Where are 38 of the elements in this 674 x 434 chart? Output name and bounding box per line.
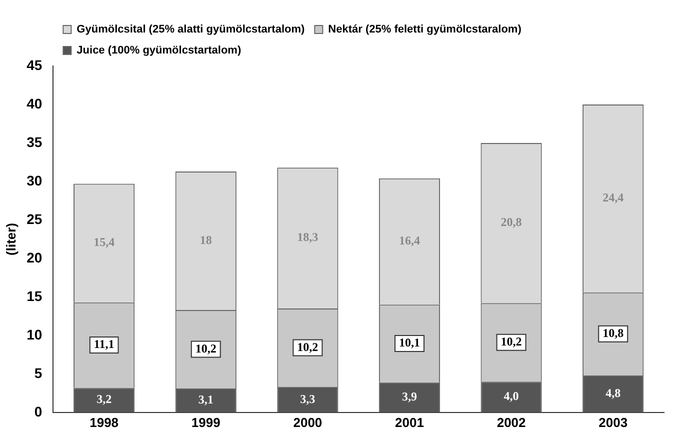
y-tick-label: 0 bbox=[34, 403, 42, 420]
data-label: 10,2 bbox=[500, 334, 522, 348]
x-tick-label: 1998 bbox=[90, 414, 119, 430]
y-tick-label: 25 bbox=[26, 210, 42, 227]
data-label: 4,0 bbox=[504, 389, 519, 404]
y-tick-label: 10 bbox=[26, 326, 42, 342]
data-label: 3,3 bbox=[300, 392, 316, 406]
y-tick-label: 45 bbox=[26, 56, 42, 73]
data-label: 18,3 bbox=[297, 230, 318, 244]
y-tick-label: 40 bbox=[26, 95, 42, 112]
data-label: 18 bbox=[200, 232, 212, 247]
data-label: 4,8 bbox=[606, 386, 621, 400]
data-label: 3,9 bbox=[402, 389, 417, 404]
legend-label: Gyümölcsital (25% alatti gyümölcstartalom) bbox=[76, 24, 306, 36]
y-tick-label: 15 bbox=[26, 288, 42, 304]
x-tick-label: 2002 bbox=[496, 414, 526, 430]
y-axis-title: (liter) bbox=[3, 222, 18, 256]
data-label: 3,1 bbox=[198, 392, 214, 407]
data-label: 15,4 bbox=[94, 235, 115, 250]
y-tick-label: 5 bbox=[34, 364, 42, 381]
data-label: 10,1 bbox=[398, 336, 420, 350]
legend-label: Nektár (25% feletti gyümölcstaralom) bbox=[328, 24, 522, 36]
y-tick-label: 35 bbox=[26, 134, 42, 150]
x-tick-label: 2001 bbox=[395, 414, 424, 430]
data-label: 3,2 bbox=[96, 392, 112, 406]
y-tick-label: 30 bbox=[26, 172, 42, 188]
y-tick-label: 20 bbox=[26, 249, 42, 266]
data-label: 24,4 bbox=[602, 190, 624, 204]
data-label: 20,8 bbox=[500, 215, 522, 230]
data-label: 16,4 bbox=[398, 234, 420, 248]
x-tick-label: 2000 bbox=[293, 414, 322, 430]
data-label: 10,2 bbox=[195, 341, 216, 356]
data-label: 10,8 bbox=[602, 326, 624, 340]
x-tick-label: 2003 bbox=[598, 414, 628, 430]
data-label: 10,2 bbox=[297, 340, 318, 354]
legend-label: Juice (100% gyümölcstartalom) bbox=[76, 44, 242, 57]
data-label: 11,1 bbox=[94, 337, 114, 352]
x-tick-label: 1999 bbox=[191, 414, 220, 430]
